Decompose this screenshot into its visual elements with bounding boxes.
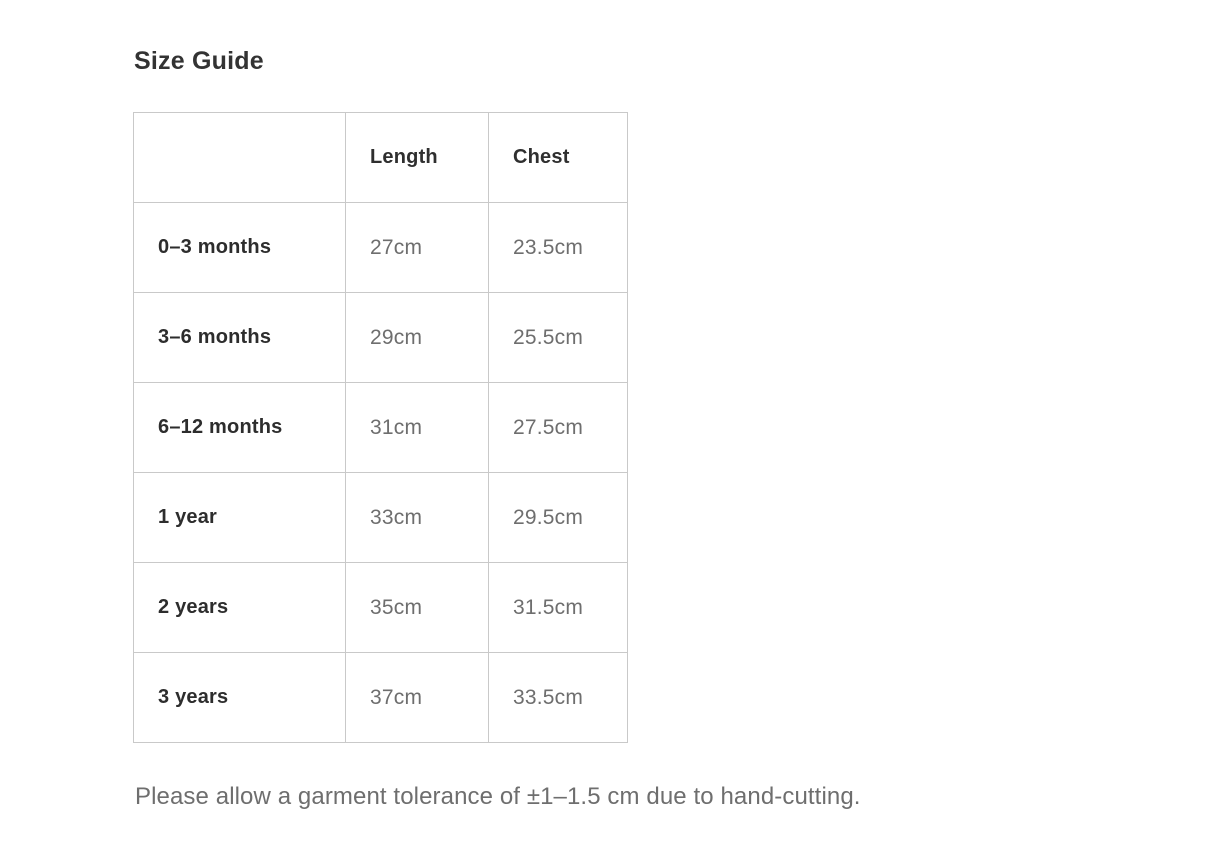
cell-chest: 23.5cm [488,202,628,293]
row-label-size: 2 years [133,562,346,653]
page-title: Size Guide [134,47,264,75]
column-header-chest: Chest [488,112,628,203]
table-row: 6–12 months 31cm 27.5cm [133,382,628,473]
cell-length: 33cm [345,472,489,563]
tolerance-note: Please allow a garment tolerance of ±1–1… [135,783,861,810]
size-guide-table: Length Chest 0–3 months 27cm 23.5cm 3–6 … [133,112,628,743]
cell-length: 29cm [345,292,489,383]
cell-length: 27cm [345,202,489,293]
table-body: 0–3 months 27cm 23.5cm 3–6 months 29cm 2… [133,202,628,743]
table-row: 1 year 33cm 29.5cm [133,472,628,563]
cell-chest: 31.5cm [488,562,628,653]
table-header-row: Length Chest [133,112,628,203]
table-row: 3–6 months 29cm 25.5cm [133,292,628,383]
column-header-size [133,112,346,203]
table-row: 3 years 37cm 33.5cm [133,652,628,743]
row-label-size: 3–6 months [133,292,346,383]
cell-length: 35cm [345,562,489,653]
cell-chest: 29.5cm [488,472,628,563]
column-header-length: Length [345,112,489,203]
cell-chest: 25.5cm [488,292,628,383]
table-row: 2 years 35cm 31.5cm [133,562,628,653]
row-label-size: 0–3 months [133,202,346,293]
cell-chest: 33.5cm [488,652,628,743]
table-row: 0–3 months 27cm 23.5cm [133,202,628,293]
row-label-size: 6–12 months [133,382,346,473]
cell-length: 31cm [345,382,489,473]
row-label-size: 3 years [133,652,346,743]
row-label-size: 1 year [133,472,346,563]
cell-chest: 27.5cm [488,382,628,473]
table-header: Length Chest [133,112,628,203]
cell-length: 37cm [345,652,489,743]
